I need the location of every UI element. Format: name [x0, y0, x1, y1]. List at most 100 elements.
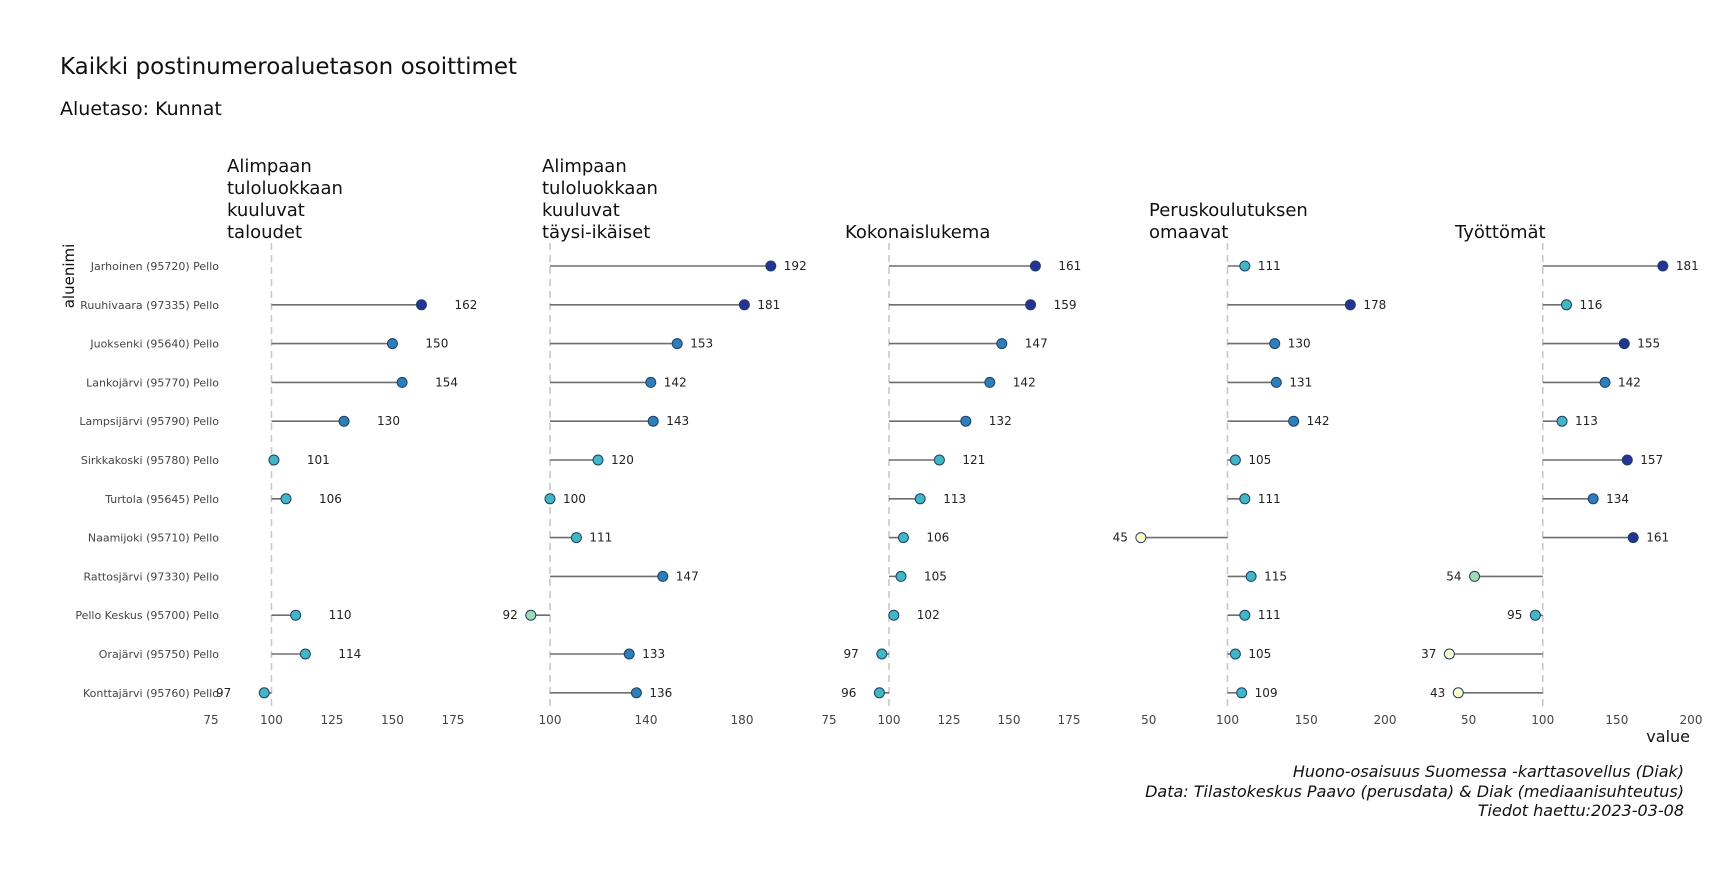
data-point	[914, 493, 926, 505]
data-label: 110	[329, 608, 352, 622]
data-label: 154	[435, 375, 458, 389]
row-label: Juoksenki (95640) Pello	[89, 338, 219, 351]
facet-title: tuloluokkaan	[542, 178, 658, 199]
x-tick-label: 150	[381, 713, 404, 727]
data-label: 162	[454, 298, 477, 312]
data-label: 181	[757, 298, 780, 312]
data-label: 161	[1646, 531, 1669, 545]
data-label: 142	[664, 375, 687, 389]
y-axis-title: aluenimi	[60, 244, 78, 309]
facet-title: Alimpaan	[542, 156, 627, 177]
data-label: 54	[1446, 569, 1461, 583]
x-tick-label: 125	[938, 713, 961, 727]
data-label: 96	[841, 686, 856, 700]
x-tick-label: 200	[1374, 713, 1397, 727]
facet-title: täysi-ikäiset	[542, 222, 650, 243]
x-tick-label: 180	[731, 713, 754, 727]
data-point	[1344, 299, 1356, 311]
data-point	[386, 338, 398, 350]
data-point	[1135, 532, 1147, 544]
data-label: 120	[611, 453, 634, 467]
facet-title: Työttömät	[1454, 222, 1546, 243]
data-point	[1245, 570, 1257, 582]
data-label: 92	[503, 608, 518, 622]
data-label: 136	[649, 686, 672, 700]
data-point	[1229, 648, 1241, 660]
x-tick-label: 175	[441, 713, 464, 727]
data-point	[873, 687, 885, 699]
data-point	[1029, 260, 1041, 272]
x-tick-label: 75	[203, 713, 218, 727]
data-point	[1556, 415, 1568, 427]
facet-title: Alimpaan	[227, 156, 312, 177]
facet-title: kuuluvat	[227, 200, 305, 221]
x-tick-label: 100	[1531, 713, 1554, 727]
data-label: 133	[642, 647, 665, 661]
facet-title: Kokonaislukema	[845, 222, 990, 243]
data-label: 105	[1248, 647, 1271, 661]
data-label: 130	[377, 414, 400, 428]
data-label: 130	[1288, 337, 1311, 351]
caption: Huono-osaisuus Suomessa -karttasovellus …	[1145, 762, 1684, 821]
facet-title: taloudet	[227, 222, 302, 243]
data-label: 181	[1676, 259, 1699, 273]
data-label: 192	[784, 259, 807, 273]
data-point	[1560, 299, 1572, 311]
data-label: 116	[1579, 298, 1602, 312]
x-tick-label: 200	[1680, 713, 1703, 727]
x-tick-label: 150	[1295, 713, 1318, 727]
data-label: 161	[1058, 259, 1081, 273]
data-point	[1452, 687, 1464, 699]
data-label: 106	[926, 531, 949, 545]
row-label: Ruuhivaara (97335) Pello	[80, 299, 219, 312]
facet-title: Peruskoulutuksen	[1149, 200, 1308, 221]
data-label: 37	[1421, 647, 1436, 661]
x-tick-label: 100	[878, 713, 901, 727]
row-label: Lankojärvi (95770) Pello	[86, 376, 219, 389]
data-label: 97	[844, 647, 859, 661]
data-label: 109	[1255, 686, 1278, 700]
data-point	[1239, 609, 1251, 621]
chart-subtitle: Aluetaso: Kunnat	[60, 98, 222, 120]
data-point	[765, 260, 777, 272]
data-label: 95	[1507, 608, 1522, 622]
data-label: 159	[1054, 298, 1077, 312]
data-point	[1229, 454, 1241, 466]
data-label: 121	[962, 453, 985, 467]
data-point	[647, 415, 659, 427]
data-label: 102	[917, 608, 940, 622]
data-point	[1529, 609, 1541, 621]
data-point	[1443, 648, 1455, 660]
data-label: 147	[676, 569, 699, 583]
data-label: 97	[216, 686, 231, 700]
data-point	[738, 299, 750, 311]
data-label: 153	[690, 337, 713, 351]
data-label: 142	[1618, 375, 1641, 389]
x-tick-label: 150	[998, 713, 1021, 727]
data-label: 105	[924, 569, 947, 583]
data-label: 100	[563, 492, 586, 506]
data-point	[1587, 493, 1599, 505]
facet-title: tuloluokkaan	[227, 178, 343, 199]
data-point	[933, 454, 945, 466]
data-point	[1618, 338, 1630, 350]
data-point	[280, 493, 292, 505]
caption-line-source: Huono-osaisuus Suomessa -karttasovellus …	[1292, 762, 1684, 781]
row-label: Naamijoki (95710) Pello	[88, 532, 219, 545]
x-tick-label: 100	[260, 713, 283, 727]
data-label: 132	[989, 414, 1012, 428]
data-point	[1025, 299, 1037, 311]
data-point	[415, 299, 427, 311]
data-label: 105	[1248, 453, 1271, 467]
facet-title: kuuluvat	[542, 200, 620, 221]
data-label: 113	[1575, 414, 1598, 428]
row-label: Jarhoinen (95720) Pello	[90, 260, 219, 273]
facet-title: omaavat	[1149, 222, 1228, 243]
data-point	[984, 376, 996, 388]
data-label: 111	[1258, 492, 1281, 506]
data-label: 131	[1289, 375, 1312, 389]
data-point	[1239, 493, 1251, 505]
data-point	[645, 376, 657, 388]
x-tick-label: 175	[1058, 713, 1081, 727]
